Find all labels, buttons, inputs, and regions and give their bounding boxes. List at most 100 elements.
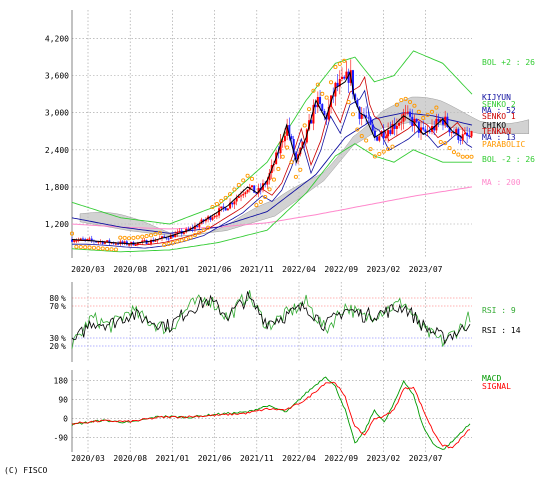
price-xtick-1: 2020/08	[113, 265, 147, 274]
price-xtick-5: 2022/04	[282, 265, 316, 274]
candle-body	[163, 236, 166, 238]
candle-body	[84, 239, 87, 241]
parabolic-dot	[166, 241, 171, 247]
price-ytick-5: 4,200	[45, 35, 69, 44]
candle-body	[114, 243, 117, 245]
candle-body	[165, 237, 168, 239]
parabolic-dot	[355, 127, 360, 132]
candle-body	[134, 244, 137, 246]
candle-body	[218, 208, 221, 216]
parabolic-dot	[346, 100, 351, 105]
macd-xtick-7: 2023/02	[367, 454, 401, 463]
candle-body	[268, 172, 271, 181]
parabolic-dot	[451, 150, 457, 155]
parabolic-dot	[232, 187, 237, 192]
candle-body	[437, 118, 440, 122]
parabolic-dot	[179, 238, 184, 243]
candle-body	[86, 239, 89, 241]
candle-body	[150, 239, 153, 244]
candle-body	[101, 241, 104, 244]
signal-line	[71, 381, 471, 449]
candle-body	[356, 100, 359, 107]
macd-xtick-2: 2021/01	[156, 454, 190, 463]
candle-body	[281, 141, 284, 143]
parabolic-dot	[350, 112, 356, 117]
candle-body	[222, 206, 225, 208]
candle-body	[450, 132, 453, 134]
parabolic-dot	[153, 232, 158, 237]
candle-body	[301, 141, 304, 148]
candle-body	[178, 230, 181, 232]
rsi-pct-0: %	[61, 294, 66, 303]
chiko-line	[71, 70, 463, 245]
parabolic-dot	[192, 233, 197, 238]
candle-body	[123, 241, 126, 244]
parabolic-dot	[368, 147, 373, 152]
candle-body	[323, 110, 326, 115]
parabolic-dot	[429, 109, 435, 114]
rsi-legend-0: RSI : 9	[482, 306, 516, 315]
macd-legend-1: SIGNAL	[482, 382, 511, 391]
rsi-pct-3: %	[61, 342, 66, 351]
rsi-ytick-2: 30	[49, 334, 59, 343]
parabolic-dot	[201, 228, 206, 233]
candle-body	[406, 111, 409, 113]
rsi14-line	[71, 291, 471, 345]
price-legend-10: MA : 200	[482, 178, 521, 187]
ma200-line	[71, 186, 473, 230]
candle-body	[409, 111, 412, 117]
candle-body	[156, 239, 159, 241]
candle-body	[237, 196, 240, 198]
candle-body	[380, 131, 383, 137]
candle-body	[233, 201, 236, 205]
candle-body	[154, 240, 157, 242]
parabolic-dot	[399, 98, 404, 103]
parabolic-dot	[184, 237, 189, 242]
candle-body	[117, 243, 120, 245]
macd-xtick-6: 2022/09	[324, 454, 358, 463]
parabolic-dot	[324, 95, 329, 100]
parabolic-dot	[219, 198, 224, 203]
price-ytick-4: 3,600	[45, 72, 69, 81]
candle-body	[395, 125, 398, 129]
parabolic-dot	[227, 192, 233, 197]
candle-body	[466, 132, 469, 136]
parabolic-dot	[403, 96, 408, 101]
candle-body	[360, 114, 363, 119]
candle-body	[382, 131, 385, 139]
parabolic-dot	[456, 152, 461, 157]
candle-body	[292, 139, 295, 153]
price-ytick-0: 1,200	[45, 220, 69, 229]
parabolic-dot	[438, 140, 443, 145]
candle-body	[255, 192, 258, 194]
candle-body	[121, 241, 124, 244]
candle-body	[97, 241, 100, 243]
candle-body	[404, 112, 407, 114]
candle-body	[193, 225, 196, 229]
candle-body	[198, 223, 201, 227]
candle-body	[365, 115, 368, 118]
candle-body	[128, 244, 131, 246]
price-xtick-0: 2020/03	[71, 265, 105, 274]
parabolic-dot	[245, 173, 250, 178]
candle-body	[393, 124, 396, 129]
candle-body	[400, 121, 403, 123]
parabolic-dot	[407, 99, 413, 105]
candle-body	[213, 215, 216, 218]
parabolic-dot	[74, 244, 79, 249]
parabolic-dot	[434, 105, 439, 110]
parabolic-dot	[293, 174, 298, 179]
parabolic-dot	[372, 154, 377, 159]
rsi-ytick-3: 20	[49, 342, 59, 351]
parabolic-dot	[96, 246, 101, 251]
parabolic-dot	[206, 225, 211, 230]
candle-body	[90, 238, 93, 241]
macd-ytick-3: -90	[54, 433, 69, 442]
candle-body	[286, 125, 289, 136]
parabolic-dot	[254, 203, 259, 208]
candle-body	[371, 124, 374, 131]
parabolic-dot	[258, 199, 263, 204]
parabolic-dot	[100, 246, 105, 251]
candle-body	[187, 229, 190, 231]
price-xtick-7: 2023/02	[367, 265, 401, 274]
